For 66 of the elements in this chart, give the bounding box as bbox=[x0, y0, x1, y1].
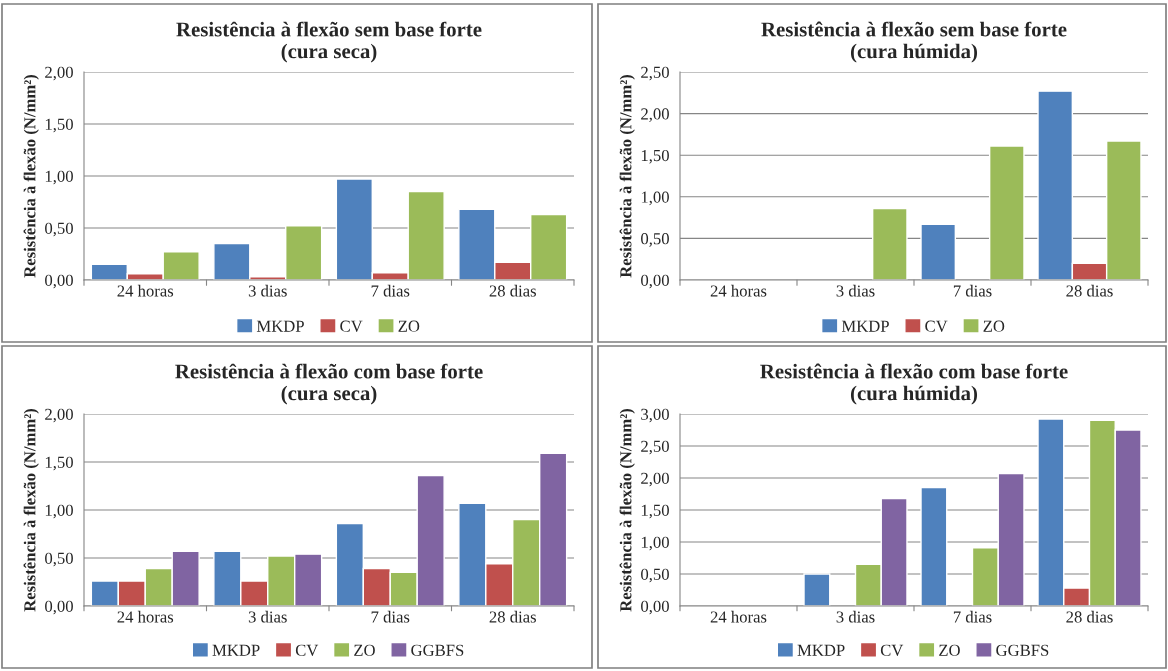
y-tick-label: 1,50 bbox=[641, 504, 669, 519]
y-axis-title: Resistência à flexão (N/mm²) bbox=[23, 74, 39, 278]
y-tick-label: 1,00 bbox=[641, 536, 669, 551]
y-tick-label: 0,00 bbox=[45, 600, 73, 615]
y-axis-title: Resistência à flexão (N/mm²) bbox=[619, 408, 635, 612]
x-tick-label: 7 dias bbox=[371, 284, 410, 297]
y-axis-title: Resistência à flexão (N/mm²) bbox=[23, 408, 39, 612]
y-tick-label: 2,00 bbox=[45, 66, 73, 81]
y-tick-label: 0,00 bbox=[45, 274, 73, 289]
y-tick-label: 0,00 bbox=[641, 600, 669, 615]
x-tick-label: 24 horas bbox=[710, 284, 767, 297]
y-tick-label: 0,50 bbox=[45, 222, 73, 237]
x-tick-label: 3 dias bbox=[836, 610, 875, 623]
y-tick-label: 2,00 bbox=[641, 472, 669, 487]
x-tick-label: 7 dias bbox=[953, 610, 992, 623]
legend-label: CV bbox=[925, 320, 948, 332]
bar bbox=[920, 486, 948, 606]
x-tick-label: 28 dias bbox=[1066, 284, 1113, 297]
legend-label: ZO bbox=[983, 320, 1005, 332]
x-tick-label: 24 horas bbox=[117, 284, 174, 297]
y-tick-label: 2,50 bbox=[641, 66, 669, 81]
chart-title: Resistência à flexão sem base forte (cura húmida) bbox=[761, 21, 1067, 63]
y-tick-label: 1,50 bbox=[45, 118, 73, 133]
x-tick-label: 7 dias bbox=[371, 610, 410, 623]
legend-label: MKDP bbox=[841, 320, 889, 332]
bar bbox=[920, 223, 957, 280]
y-tick-label: 0,50 bbox=[641, 233, 669, 247]
x-tick-label: 28 dias bbox=[1066, 610, 1113, 623]
x-tick-label: 24 horas bbox=[710, 610, 767, 623]
y-tick-label: 0,00 bbox=[641, 274, 669, 289]
y-tick-label: 3,00 bbox=[641, 408, 669, 423]
chart-title: Resistência à flexão sem base forte (cura seca) bbox=[176, 21, 482, 63]
x-tick-label: 28 dias bbox=[489, 610, 536, 623]
x-tick-label: 7 dias bbox=[953, 284, 992, 297]
legend-label: CV bbox=[880, 644, 904, 656]
bar bbox=[803, 573, 831, 606]
y-tick-label: 1,50 bbox=[641, 149, 669, 164]
y-axis-title: Resistência à flexão (N/mm²) bbox=[619, 74, 635, 278]
x-tick-label: 3 dias bbox=[248, 610, 287, 623]
chart-title: Resistência à flexão com base forte (cura seca) bbox=[175, 363, 483, 405]
y-tick-label: 2,50 bbox=[641, 440, 669, 455]
y-tick-label: 2,00 bbox=[45, 408, 73, 423]
legend-label: MKDP bbox=[212, 644, 260, 656]
y-tick-label: 1,00 bbox=[45, 504, 73, 519]
y-tick-label: 0,50 bbox=[45, 552, 73, 567]
y-tick-label: 1,00 bbox=[45, 170, 73, 185]
bar bbox=[988, 145, 1025, 280]
legend-label: CV bbox=[340, 320, 363, 332]
y-tick-label: 0,50 bbox=[641, 568, 669, 583]
x-tick-label: 24 horas bbox=[117, 610, 174, 623]
bar bbox=[871, 207, 908, 280]
legend-label: ZO bbox=[398, 320, 420, 332]
y-tick-label: 1,50 bbox=[45, 456, 73, 471]
y-tick-label: 2,00 bbox=[641, 108, 669, 122]
x-tick-label: 28 dias bbox=[489, 284, 536, 297]
legend-label: MKDP bbox=[797, 644, 845, 656]
x-tick-label: 3 dias bbox=[248, 284, 287, 297]
legend-label: ZO bbox=[939, 644, 960, 656]
legend-label: GGBFS bbox=[411, 644, 464, 656]
legend-label: ZO bbox=[354, 644, 375, 656]
y-tick-label: 1,00 bbox=[641, 191, 669, 206]
x-tick-label: 3 dias bbox=[836, 284, 875, 297]
legend-label: CV bbox=[295, 644, 319, 656]
chart-title: Resistência à flexão com base forte (cura húmida) bbox=[760, 363, 1068, 405]
legend-label: GGBFS bbox=[996, 644, 1049, 656]
legend-label: MKDP bbox=[256, 320, 304, 332]
